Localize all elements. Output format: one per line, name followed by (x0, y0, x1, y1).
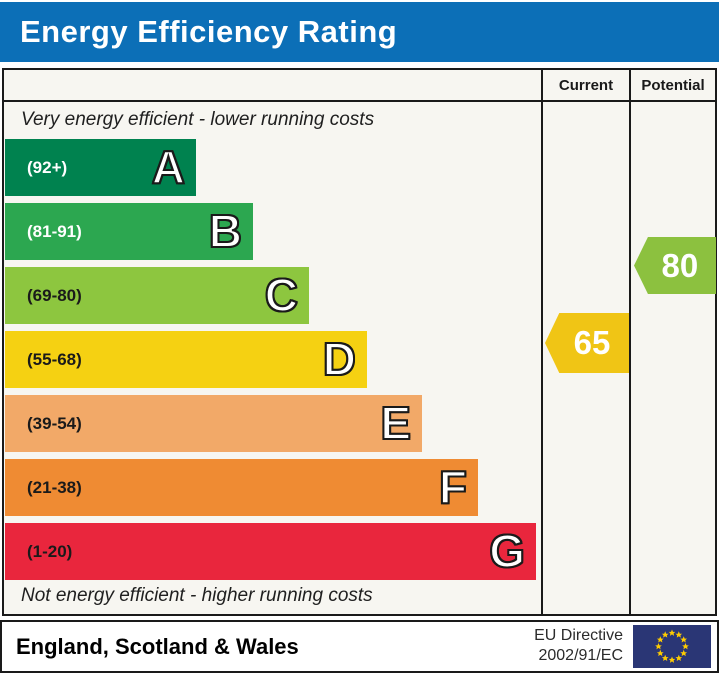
band-e: (39-54) E (5, 395, 422, 452)
band-d-range: (55-68) (27, 349, 82, 369)
band-c: (69-80) C (5, 267, 309, 324)
eu-directive-label: EU Directive 2002/91/EC (534, 626, 623, 666)
page-title: Energy Efficiency Rating (20, 14, 398, 49)
band-b: (81-91) B (5, 203, 253, 260)
band-f-letter: F (438, 460, 468, 514)
eu-flag-icon (633, 625, 711, 668)
band-g-range: (1-20) (27, 541, 73, 561)
eu-directive-line1: EU Directive (534, 627, 623, 644)
bottom-scale-note: Not energy efficient - higher running co… (21, 585, 373, 606)
band-f-range: (21-38) (27, 477, 82, 497)
eu-directive-line2: 2002/91/EC (538, 647, 623, 664)
band-b-range: (81-91) (27, 221, 82, 241)
band-e-letter: E (379, 396, 412, 450)
current-column-divider (541, 70, 543, 614)
band-a-letter: A (151, 140, 186, 194)
band-f: (21-38) F (5, 459, 478, 516)
rating-table: Current Potential Very energy efficient … (2, 68, 717, 616)
title-bar: Energy Efficiency Rating (0, 2, 719, 62)
current-rating-value: 65 (573, 324, 611, 361)
band-g-letter: G (488, 524, 526, 578)
current-rating-arrow: 65 (545, 313, 629, 373)
band-d: (55-68) D (5, 331, 367, 388)
band-c-range: (69-80) (27, 285, 82, 305)
band-g: (1-20) G (5, 523, 536, 580)
band-a-range: (92+) (27, 157, 68, 177)
band-d-letter: D (322, 332, 357, 386)
column-header-row (4, 70, 715, 102)
band-b-letter: B (208, 204, 243, 258)
potential-rating-arrow: 80 (634, 237, 716, 294)
footer-bar: England, Scotland & Wales EU Directive 2… (0, 620, 719, 673)
band-a: (92+) A (5, 139, 196, 196)
potential-column-divider (629, 70, 631, 614)
current-column-header: Current (558, 76, 614, 94)
potential-rating-value: 80 (661, 246, 699, 284)
band-e-range: (39-54) (27, 413, 82, 433)
potential-column-header: Potential (641, 76, 705, 94)
band-c-letter: C (264, 268, 299, 322)
region-label: England, Scotland & Wales (16, 633, 299, 659)
top-scale-note: Very energy efficient - lower running co… (21, 109, 375, 130)
